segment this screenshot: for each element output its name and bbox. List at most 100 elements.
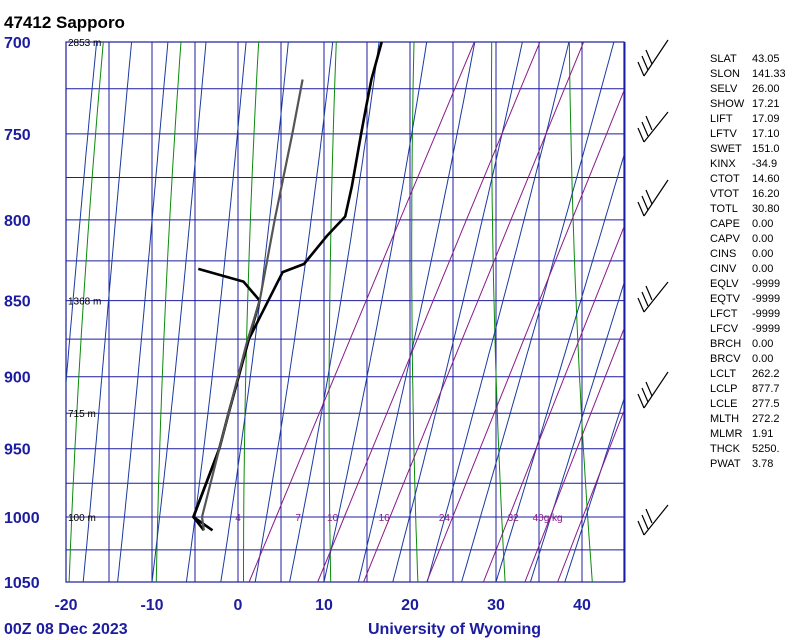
observation-time: 00Z 08 Dec 2023 bbox=[4, 621, 128, 638]
index-value: 0.00 bbox=[752, 233, 773, 245]
index-key: LCLE bbox=[710, 398, 738, 410]
index-key: BRCV bbox=[710, 353, 741, 365]
wind-barb-feather bbox=[641, 387, 649, 403]
index-value: 17.21 bbox=[752, 98, 780, 110]
pressure-tick-label: 800 bbox=[4, 213, 31, 230]
pressure-tick-label: 950 bbox=[4, 442, 31, 459]
chart-labels: 700 750 800 850 900 950 1000 1050 -20 -10 0 10 20 30 4… bbox=[4, 35, 591, 614]
moist-adiabat-line bbox=[495, 153, 624, 582]
index-value: 0.00 bbox=[752, 353, 773, 365]
wind-barb-feather bbox=[641, 195, 649, 211]
index-value: 14.60 bbox=[752, 173, 780, 185]
wind-barb-feather bbox=[645, 381, 653, 397]
wind-barb bbox=[637, 39, 669, 77]
source-credit: University of Wyoming bbox=[368, 621, 541, 638]
moist-adiabat-line bbox=[564, 397, 624, 582]
index-value: -9999 bbox=[752, 293, 780, 305]
index-value: 3.78 bbox=[752, 458, 773, 470]
index-value: 277.5 bbox=[752, 398, 780, 410]
index-value: 26.00 bbox=[752, 83, 780, 95]
pressure-tick-label: 750 bbox=[4, 127, 31, 144]
temperature-tick-label: 30 bbox=[487, 597, 505, 614]
pressure-tick-label: 900 bbox=[4, 370, 31, 387]
index-key: SLON bbox=[710, 68, 740, 80]
wind-barb bbox=[637, 281, 669, 313]
wind-barb-feather bbox=[637, 297, 645, 313]
wind-barb bbox=[637, 111, 669, 143]
index-value: 141.33 bbox=[752, 68, 786, 80]
index-value: 43.05 bbox=[752, 53, 780, 65]
mixing-ratio-label: 10 bbox=[327, 513, 339, 524]
index-key: THCK bbox=[710, 443, 741, 455]
index-key: LCLP bbox=[710, 383, 738, 395]
index-value: 17.10 bbox=[752, 128, 780, 140]
index-key: LIFT bbox=[710, 113, 733, 125]
height-label: 715 m bbox=[68, 409, 96, 420]
mixing-ratio-line bbox=[317, 42, 541, 582]
chart-series bbox=[192, 42, 383, 532]
wind-barb-feather bbox=[645, 49, 653, 65]
wind-barb-feather bbox=[641, 121, 649, 137]
index-key: LFTV bbox=[710, 128, 738, 140]
mixing-ratio-line bbox=[248, 42, 475, 582]
moist-adiabat-line bbox=[151, 42, 207, 582]
moist-adiabat-line bbox=[357, 42, 476, 582]
index-value: 0.00 bbox=[752, 248, 773, 260]
index-value: 30.80 bbox=[752, 203, 780, 215]
index-value: 272.2 bbox=[752, 413, 780, 425]
moist-adiabat-line bbox=[82, 42, 133, 582]
mixing-ratio-line bbox=[482, 225, 624, 582]
index-key: BRCH bbox=[710, 338, 741, 350]
pressure-tick-label: 850 bbox=[4, 294, 31, 311]
index-key: SHOW bbox=[710, 98, 745, 110]
chart-background-lines bbox=[66, 42, 624, 582]
stability-indices-list: SLAT 43.05 SLON 141.33 SELV 26.00 SHOW 17.21 LIF… bbox=[710, 53, 786, 470]
height-label: 100 m bbox=[68, 513, 96, 524]
temperature-tick-label: -10 bbox=[140, 597, 163, 614]
wind-barb bbox=[637, 504, 669, 536]
index-key: LFCT bbox=[710, 308, 738, 320]
moist-adiabat-line bbox=[254, 42, 334, 582]
temperature-tick-label: 10 bbox=[315, 597, 333, 614]
wind-barb-feather bbox=[641, 514, 649, 530]
mixing-ratio-line bbox=[557, 409, 624, 582]
temperature-tick-label: 20 bbox=[401, 597, 419, 614]
wind-barb-feather bbox=[645, 189, 653, 205]
index-key: CTOT bbox=[710, 173, 740, 185]
parcel-profile bbox=[200, 79, 304, 531]
mixing-ratio-label: 40g/kg bbox=[533, 513, 563, 524]
index-key: LFCV bbox=[710, 323, 739, 335]
index-key: MLMR bbox=[710, 428, 742, 440]
dry-adiabat-line bbox=[68, 42, 104, 582]
index-key: EQLV bbox=[710, 278, 739, 290]
wind-barb-staff bbox=[643, 281, 669, 313]
index-value: 17.09 bbox=[752, 113, 780, 125]
index-value: 16.20 bbox=[752, 188, 780, 200]
index-value: 1.91 bbox=[752, 428, 773, 440]
wind-barb bbox=[637, 371, 669, 409]
index-value: 877.7 bbox=[752, 383, 780, 395]
plot-frame bbox=[65, 41, 625, 583]
index-key: CAPE bbox=[710, 218, 740, 230]
moist-adiabat-line bbox=[392, 42, 523, 582]
moist-adiabat-line bbox=[461, 42, 615, 582]
wind-barb bbox=[637, 179, 669, 217]
wind-barb-feather bbox=[645, 115, 653, 131]
mixing-ratio-line bbox=[426, 89, 624, 582]
index-key: CINV bbox=[710, 263, 737, 275]
temperature-tick-label: -20 bbox=[54, 597, 77, 614]
index-value: -34.9 bbox=[752, 158, 777, 170]
pressure-tick-label: 1050 bbox=[4, 575, 40, 592]
index-value: 0.00 bbox=[752, 263, 773, 275]
index-value: 5250. bbox=[752, 443, 780, 455]
pressure-tick-label: 1000 bbox=[4, 510, 40, 527]
index-key: LCLT bbox=[710, 368, 736, 380]
index-key: KINX bbox=[710, 158, 736, 170]
index-value: -9999 bbox=[752, 323, 780, 335]
wind-barb-feather bbox=[637, 520, 645, 536]
index-key: SELV bbox=[710, 83, 738, 95]
wind-barb-feather bbox=[637, 127, 645, 143]
index-key: TOTL bbox=[710, 203, 738, 215]
index-value: -9999 bbox=[752, 308, 780, 320]
